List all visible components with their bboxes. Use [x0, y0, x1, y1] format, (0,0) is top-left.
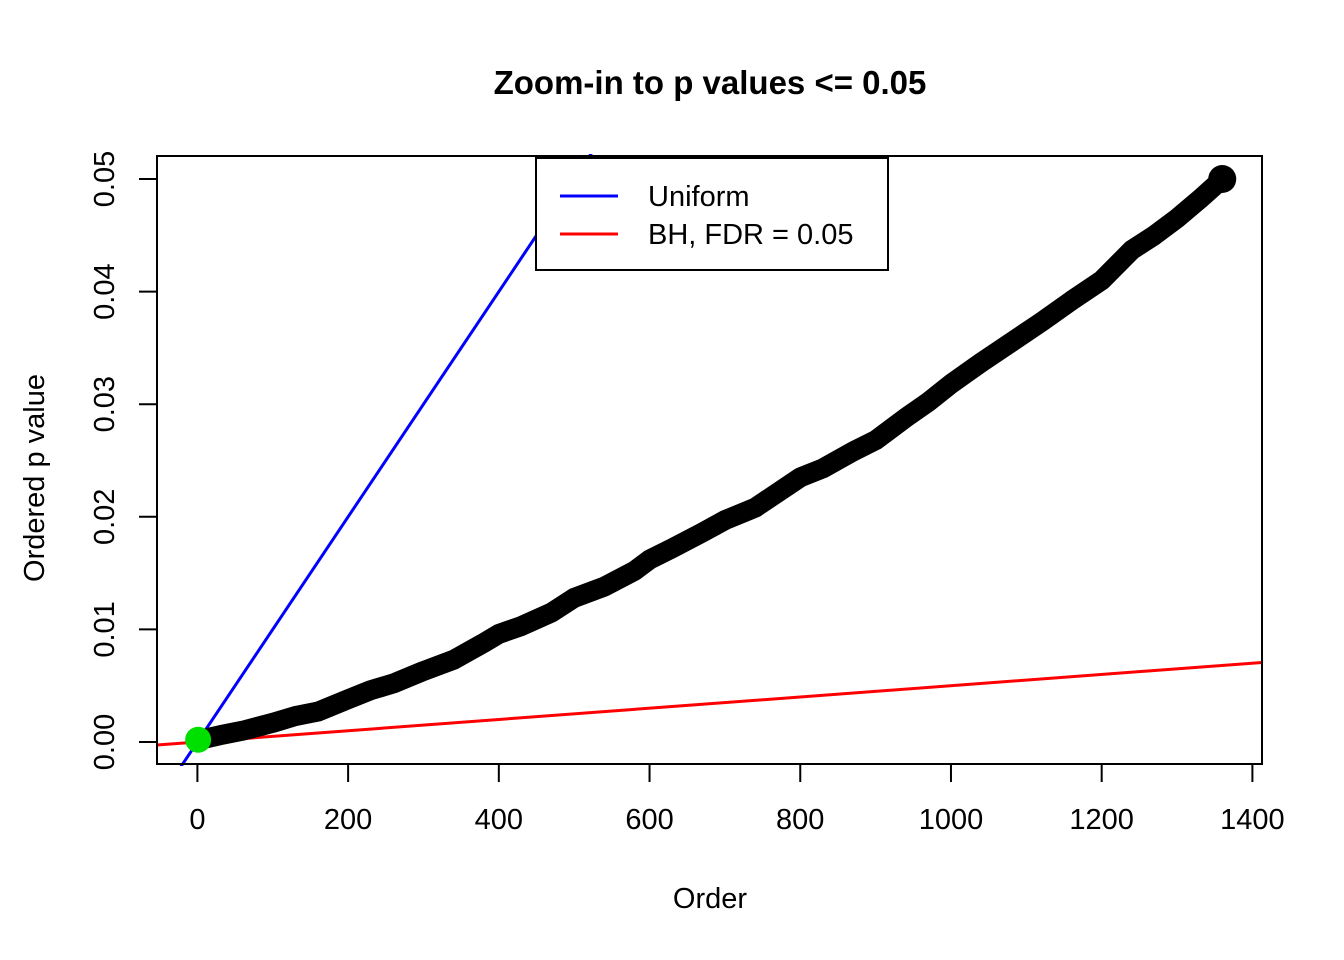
y-axis-title: Ordered p value	[19, 374, 51, 582]
chart-title: Zoom-in to p values <= 0.05	[494, 64, 927, 101]
y-tick-label: 0.01	[89, 601, 121, 657]
x-tick-label: 0	[189, 804, 205, 836]
series-line-bh-threshold	[156, 660, 1263, 747]
y-axis: 0.00 0.01 0.02 0.03 0.04 0.05	[89, 151, 157, 770]
y-tick-label: 0.05	[89, 151, 121, 207]
y-tick-label: 0.02	[89, 489, 121, 545]
y-tick-label: 0.04	[89, 263, 121, 319]
x-tick-label: 200	[324, 804, 372, 836]
x-tick-label: 600	[625, 804, 673, 836]
plot-series	[156, 154, 1263, 766]
series-point-bh-significant	[185, 726, 212, 753]
x-tick-label: 400	[475, 804, 523, 836]
x-axis: 0 200 400 600 800 1000 1200 1400	[189, 764, 1285, 836]
x-tick-label: 1200	[1069, 804, 1134, 836]
curve-end-dot	[1208, 165, 1237, 193]
legend-box	[535, 157, 889, 271]
series-line-uniform-expectation	[179, 154, 593, 766]
y-tick-label: 0.03	[89, 376, 121, 432]
legend-label-uniform: Uniform	[648, 181, 750, 213]
x-tick-label: 1000	[919, 804, 984, 836]
legend-label-bh: BH, FDR = 0.05	[648, 219, 854, 251]
plot-box	[156, 155, 1263, 765]
legend: Uniform BH, FDR = 0.05	[535, 157, 889, 271]
x-tick-label: 800	[776, 804, 824, 836]
series-curve-ordered-p-values	[191, 169, 1233, 750]
x-axis-title: Order	[673, 883, 747, 915]
x-tick-label: 1400	[1220, 804, 1285, 836]
y-tick-label: 0.00	[89, 714, 121, 770]
